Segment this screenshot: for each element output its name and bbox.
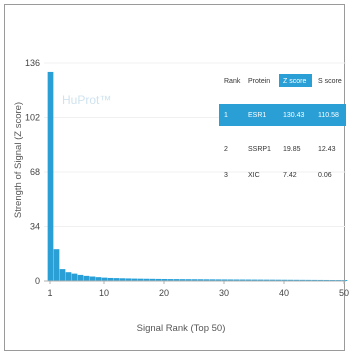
row-highlight xyxy=(219,104,346,126)
bar xyxy=(203,279,210,281)
bar xyxy=(251,279,258,281)
x-axis-label: Signal Rank (Top 50) xyxy=(137,323,226,334)
bar xyxy=(191,279,198,281)
bar xyxy=(269,279,276,281)
bar xyxy=(323,279,330,281)
x-tick-label: 1 xyxy=(47,288,52,298)
bar xyxy=(83,275,90,281)
bar xyxy=(137,278,144,281)
y-tick-label: 34 xyxy=(30,222,40,232)
bar xyxy=(185,279,192,281)
bar xyxy=(179,279,186,281)
bar xyxy=(299,279,306,281)
bar xyxy=(59,269,66,281)
table-cell: ESR1 xyxy=(248,112,266,119)
table-cell: 3 xyxy=(224,172,228,179)
stats-table: Rank Protein Z score S score 1 ESR1 130.43 110.… xyxy=(219,74,346,179)
bar xyxy=(119,278,126,281)
bar xyxy=(131,278,138,281)
bar xyxy=(167,279,174,281)
bar xyxy=(281,279,288,281)
y-tick-label: 0 xyxy=(35,276,40,286)
bar xyxy=(317,279,324,281)
bar xyxy=(47,71,54,282)
watermark: HuProt™ xyxy=(62,93,111,107)
bar xyxy=(239,279,246,281)
table-cell: XIC xyxy=(248,172,260,179)
bar xyxy=(101,277,108,281)
x-tick-label: 40 xyxy=(279,288,289,298)
y-ticks-group: 0 34 68 102 136 xyxy=(25,58,40,286)
x-tick-label: 30 xyxy=(219,288,229,298)
header-highlight xyxy=(279,74,312,87)
x-tick-label: 50 xyxy=(339,288,349,298)
bar xyxy=(245,279,252,281)
bar xyxy=(227,279,234,281)
bar xyxy=(293,279,300,281)
bar xyxy=(275,279,282,281)
bar xyxy=(173,279,180,281)
bars-group xyxy=(47,71,348,282)
bar xyxy=(65,272,72,281)
bar xyxy=(95,277,102,281)
table-cell: 110.58 xyxy=(318,112,339,119)
table-cell: 7.42 xyxy=(283,172,297,179)
bar xyxy=(197,279,204,281)
x-tick-label: 10 xyxy=(99,288,109,298)
bar xyxy=(263,279,270,281)
x-ticks-group: 1 10 20 30 40 50 xyxy=(47,281,349,298)
y-axis-label: Strength of Signal (Z score) xyxy=(13,102,24,218)
table-header-cell: S score xyxy=(318,78,342,85)
bar xyxy=(143,278,150,281)
bar xyxy=(155,278,162,281)
table-cell: 12.43 xyxy=(318,146,336,153)
table-cell: 1 xyxy=(224,112,228,119)
table-cell: 0.06 xyxy=(318,172,332,179)
bar xyxy=(107,277,114,281)
bar xyxy=(113,278,120,281)
bar xyxy=(209,279,216,281)
bar xyxy=(311,279,318,281)
bar xyxy=(287,279,294,281)
bar xyxy=(149,278,156,281)
table-cell: 19.85 xyxy=(283,146,301,153)
bar xyxy=(305,279,312,281)
bar xyxy=(89,276,96,281)
x-tick-label: 20 xyxy=(159,288,169,298)
bar xyxy=(53,249,60,281)
chart-frame xyxy=(4,4,345,351)
table-cell: SSRP1 xyxy=(248,146,271,153)
y-tick-label: 136 xyxy=(25,58,40,68)
table-cell: 2 xyxy=(224,146,228,153)
y-tick-label: 68 xyxy=(30,167,40,177)
table-header-cell: Protein xyxy=(248,78,270,85)
bar xyxy=(257,279,264,281)
bar xyxy=(161,278,168,281)
bar xyxy=(125,278,132,281)
bar xyxy=(221,279,228,281)
bar xyxy=(71,273,78,281)
table-cell: 130.43 xyxy=(283,112,305,119)
bar xyxy=(233,279,240,281)
table-header-cell: Z score xyxy=(283,78,306,85)
table-header-cell: Rank xyxy=(224,78,241,85)
bar xyxy=(77,274,84,281)
bar xyxy=(215,279,222,281)
y-tick-label: 102 xyxy=(25,113,40,123)
